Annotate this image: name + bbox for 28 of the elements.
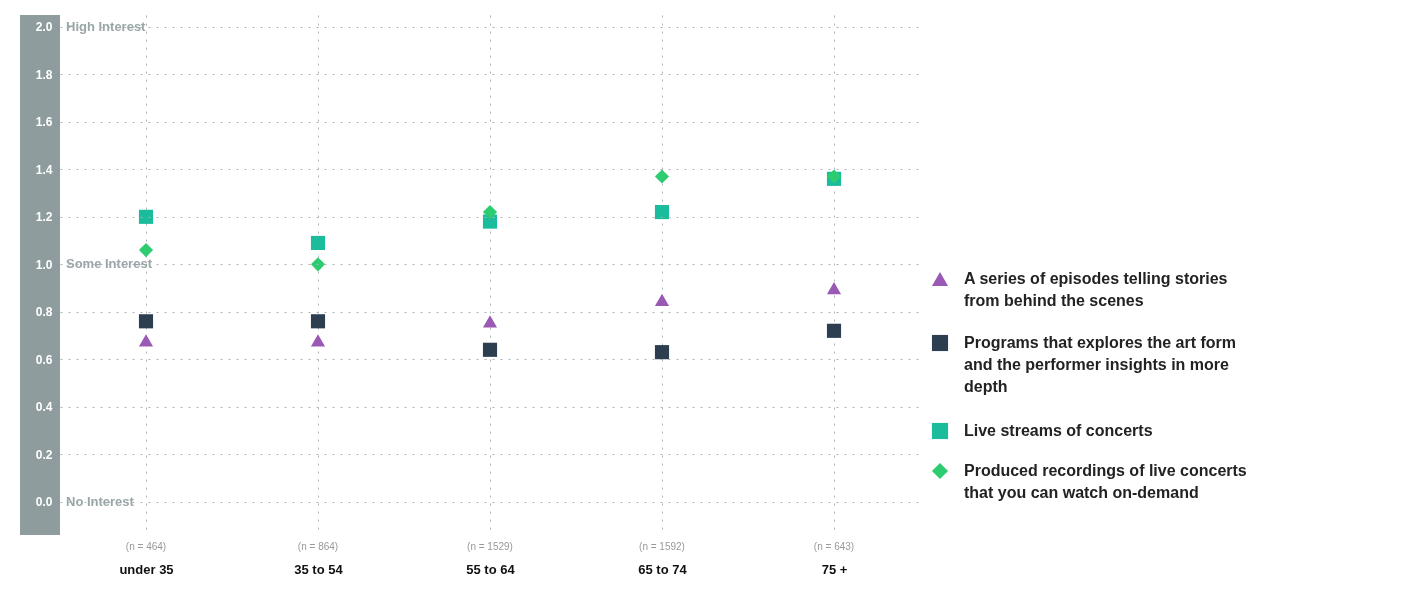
legend-label: A series of episodes telling stories from behind the scenes [964, 270, 1228, 309]
y-tick-label: 1.4 [35, 162, 53, 177]
text: (n = 643) [813, 541, 855, 552]
x-tick-label: 35 to 54 [294, 561, 344, 577]
y-tick-label: 1.0 [35, 257, 53, 272]
y-tick-label: 0.0 [35, 495, 53, 510]
x-tick-label: 65 to 74 [638, 561, 688, 577]
text: (n = 864) [297, 541, 339, 552]
y-tick-label: 0.4 [35, 400, 53, 415]
y-tick-label: 0.8 [35, 305, 53, 320]
y-tick-label: 0.6 [35, 352, 53, 367]
y-tick-label: 2.0 [35, 20, 53, 35]
text: (n = 464) [125, 541, 167, 552]
x-tick-label: 55 to 64 [466, 561, 516, 577]
y-tick-label: 1.6 [35, 115, 53, 130]
text: (n = 1529) [467, 541, 513, 552]
annotation: No Interest [66, 493, 135, 509]
legend-label: Produced recordings of live concerts that you can watch on-demand [964, 462, 1247, 501]
text: (n = 1592) [639, 541, 685, 552]
annotation: High Interest [66, 18, 147, 34]
y-tick-label: 1.8 [35, 67, 53, 82]
y-tick-label: 1.2 [35, 210, 53, 225]
y-tick-label: 0.2 [35, 447, 53, 462]
legend-label: Live streams of concerts [964, 422, 1153, 439]
annotation: Some Interest [66, 256, 153, 272]
x-tick-label: 75 + [821, 561, 848, 577]
x-tick-label: under 35 [119, 561, 174, 577]
legend-label: Programs that explores the art form and the performer insights in more depth [964, 334, 1237, 395]
